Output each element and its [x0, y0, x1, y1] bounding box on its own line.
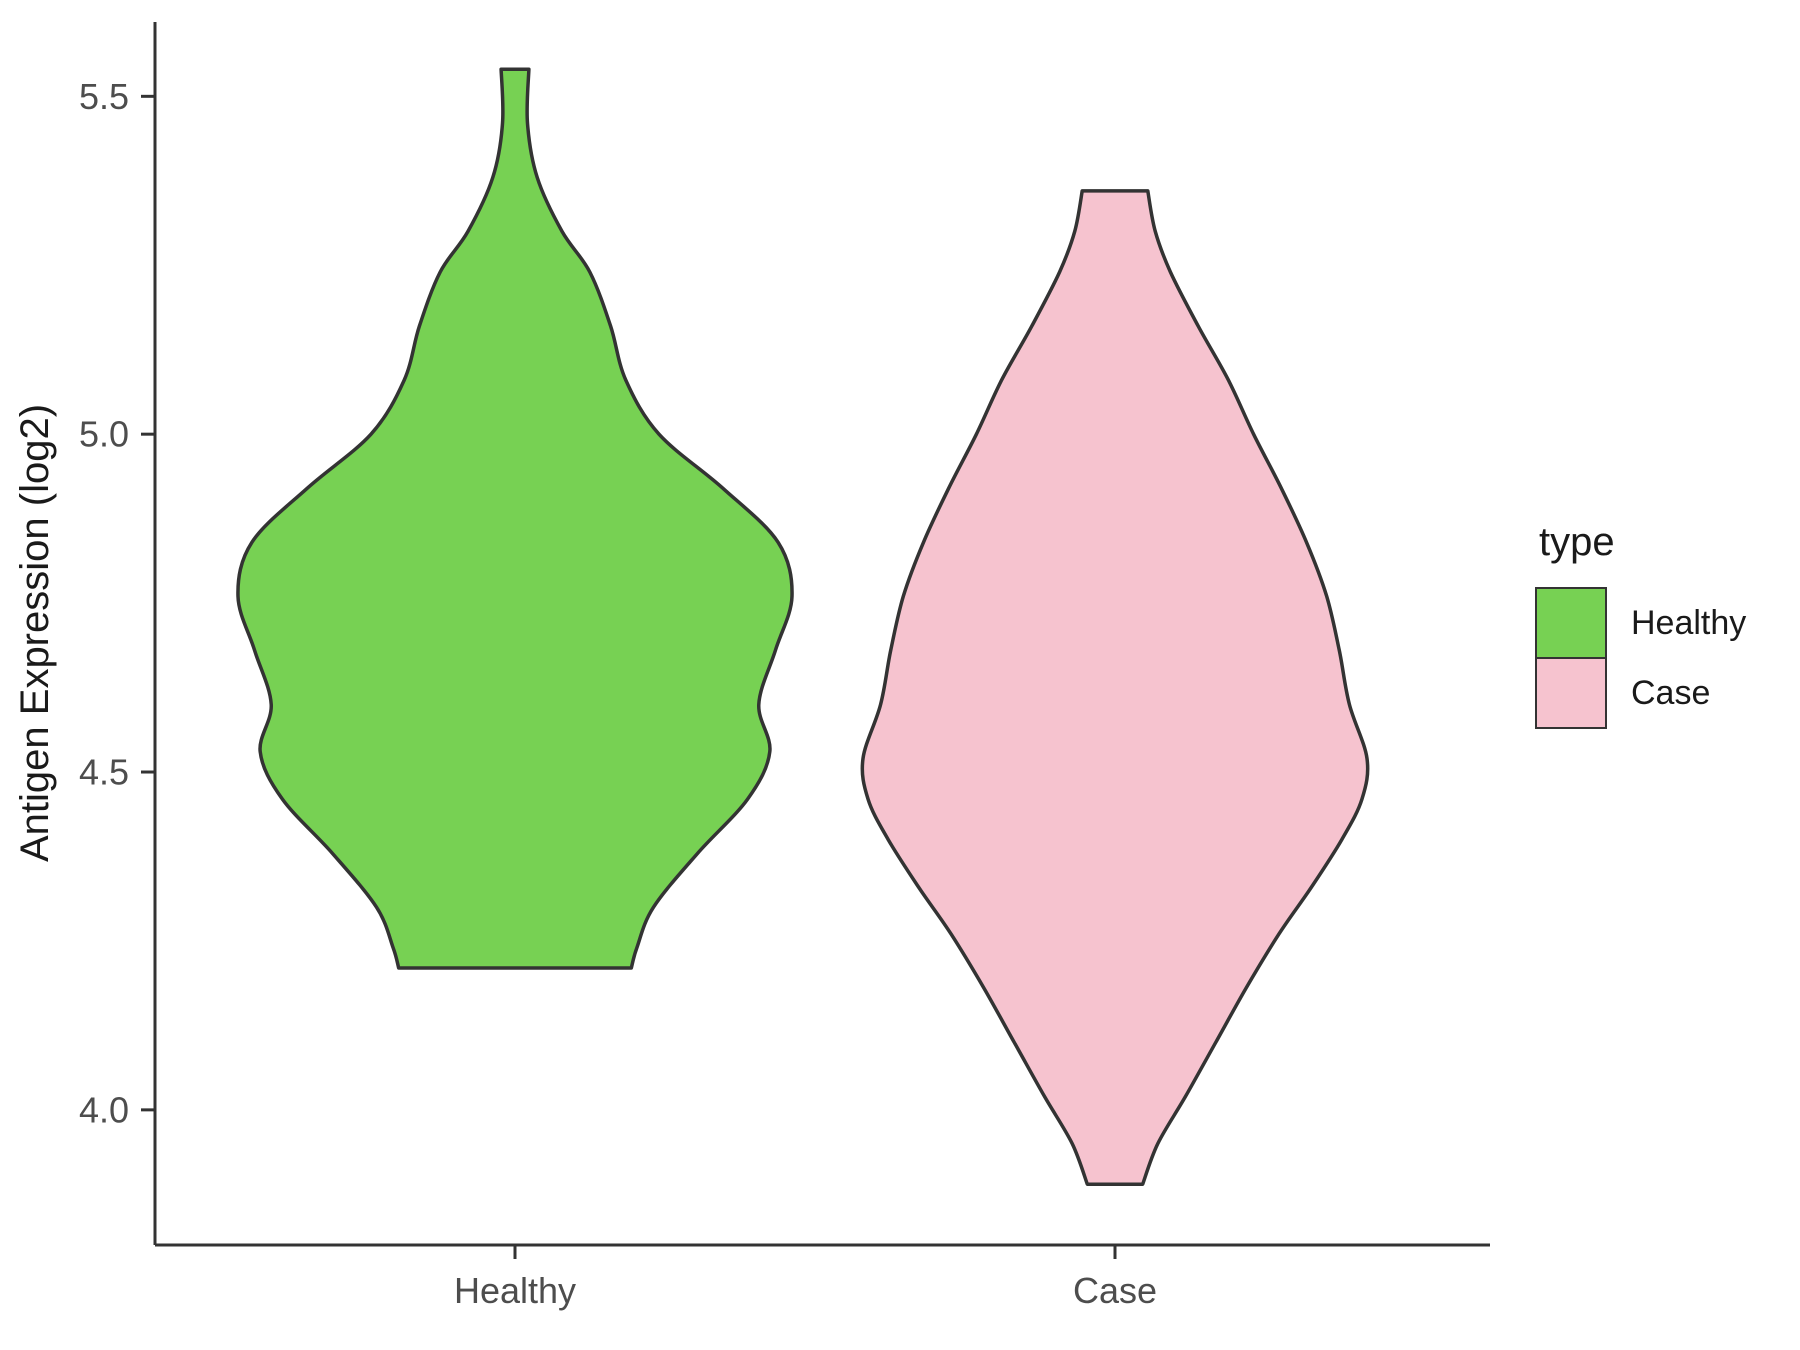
legend-item-case: Case — [1535, 657, 1746, 729]
y-tick-label: 5.0 — [79, 414, 129, 455]
violin-healthy — [236, 67, 794, 970]
legend-item-healthy: Healthy — [1535, 587, 1746, 659]
y-tick-label: 4.5 — [79, 752, 129, 793]
legend-label-case: Case — [1631, 673, 1711, 712]
y-axis-title: Antigen Expression (log2) — [13, 404, 57, 862]
y-tick-label: 4.0 — [79, 1089, 129, 1130]
y-tick-label: 5.5 — [79, 76, 129, 117]
violin-case — [860, 189, 1370, 1186]
x-tick-label-healthy: Healthy — [454, 1270, 576, 1311]
legend-label-healthy: Healthy — [1631, 603, 1747, 642]
x-tick-label-case: Case — [1073, 1270, 1157, 1311]
legend-swatch-case — [1535, 657, 1607, 729]
legend: type Healthy Case — [1535, 520, 1746, 729]
legend-title: type — [1539, 520, 1615, 564]
legend-swatch-healthy — [1535, 587, 1607, 659]
